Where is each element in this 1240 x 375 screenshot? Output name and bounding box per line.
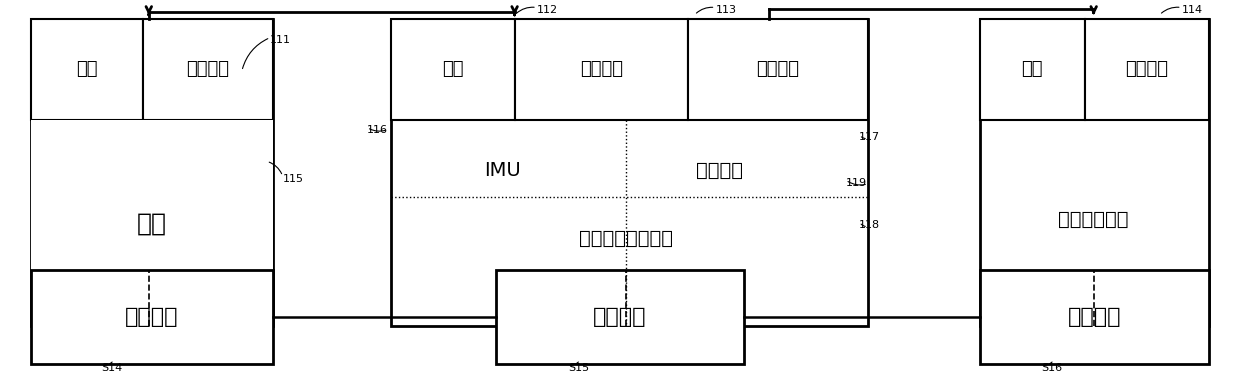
Text: 网络接口: 网络接口 [756, 60, 800, 78]
Text: 光学信标: 光学信标 [696, 161, 743, 180]
Bar [31, 19, 273, 326]
Bar [31, 270, 273, 364]
Text: 电源: 电源 [441, 60, 464, 78]
Bar [980, 270, 1209, 364]
Bar [496, 270, 744, 364]
Bar [31, 120, 273, 326]
Text: S14: S14 [102, 363, 123, 373]
Bar [515, 19, 688, 120]
Bar [980, 19, 1085, 120]
Text: 电源: 电源 [76, 60, 98, 78]
Bar [1085, 19, 1209, 120]
Text: 数据处理: 数据处理 [593, 307, 647, 327]
Bar [980, 19, 1209, 326]
Text: 116: 116 [367, 125, 388, 135]
Bar [391, 19, 515, 120]
Bar [391, 19, 868, 326]
Text: 113: 113 [715, 5, 737, 15]
Text: 电源: 电源 [1022, 60, 1043, 78]
Bar [688, 19, 868, 120]
Text: 111: 111 [270, 35, 291, 45]
Text: 网络接口: 网络接口 [580, 60, 622, 78]
Text: 机器人控制柜: 机器人控制柜 [1059, 210, 1128, 229]
Bar [143, 19, 273, 120]
Text: 118: 118 [859, 219, 880, 230]
Text: 网络接口: 网络接口 [186, 60, 229, 78]
Text: 数据采集: 数据采集 [125, 307, 179, 327]
Text: 数据融合计算单元: 数据融合计算单元 [579, 229, 673, 248]
Text: 数据执行: 数据执行 [1068, 307, 1121, 327]
Text: 119: 119 [846, 177, 867, 188]
Text: 网络接口: 网络接口 [1126, 60, 1168, 78]
Text: IMU: IMU [484, 161, 521, 180]
Text: 112: 112 [537, 5, 558, 15]
Bar [31, 19, 143, 120]
Text: 114: 114 [1182, 5, 1203, 15]
Text: 相机: 相机 [136, 211, 167, 235]
Text: S16: S16 [1042, 363, 1063, 373]
Text: S15: S15 [568, 363, 589, 373]
Text: 115: 115 [283, 174, 304, 184]
Text: 117: 117 [859, 132, 880, 142]
